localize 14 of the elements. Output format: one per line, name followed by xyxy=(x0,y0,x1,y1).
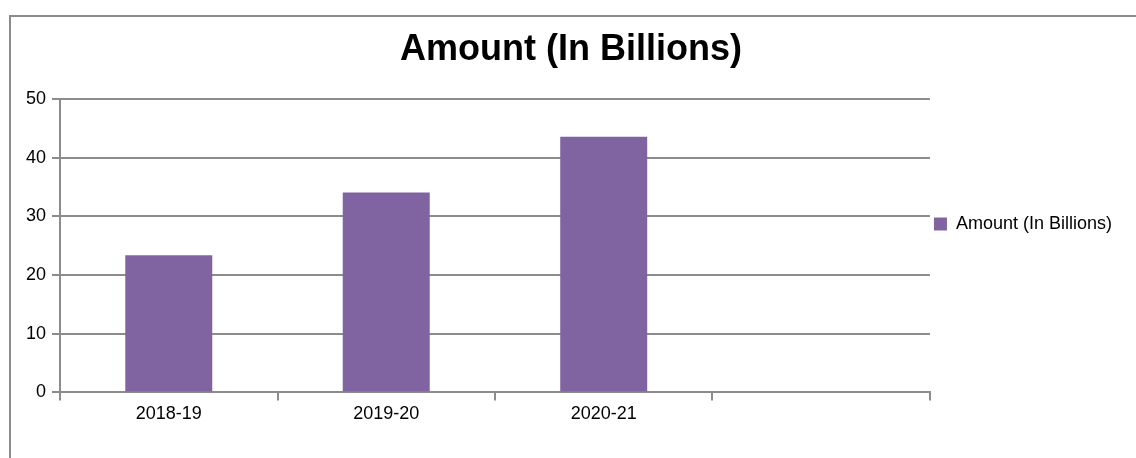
x-tick-label: 2020-21 xyxy=(570,403,637,424)
y-tick-label: 20 xyxy=(25,264,47,285)
x-tick-label: 2019-20 xyxy=(353,403,420,424)
y-tick-label: 10 xyxy=(25,322,47,343)
y-tick-label: 50 xyxy=(25,88,47,109)
y-tick-label: 40 xyxy=(25,146,47,167)
chart-title: Amount (In Billions) xyxy=(400,26,742,68)
bar xyxy=(342,192,430,392)
bar xyxy=(560,136,648,392)
legend-label: Amount (In Billions) xyxy=(955,212,1112,233)
bar xyxy=(125,255,213,392)
y-tick-label: 0 xyxy=(36,381,47,402)
y-tick-label: 30 xyxy=(25,205,47,226)
x-tick-label: 2018-19 xyxy=(135,403,202,424)
